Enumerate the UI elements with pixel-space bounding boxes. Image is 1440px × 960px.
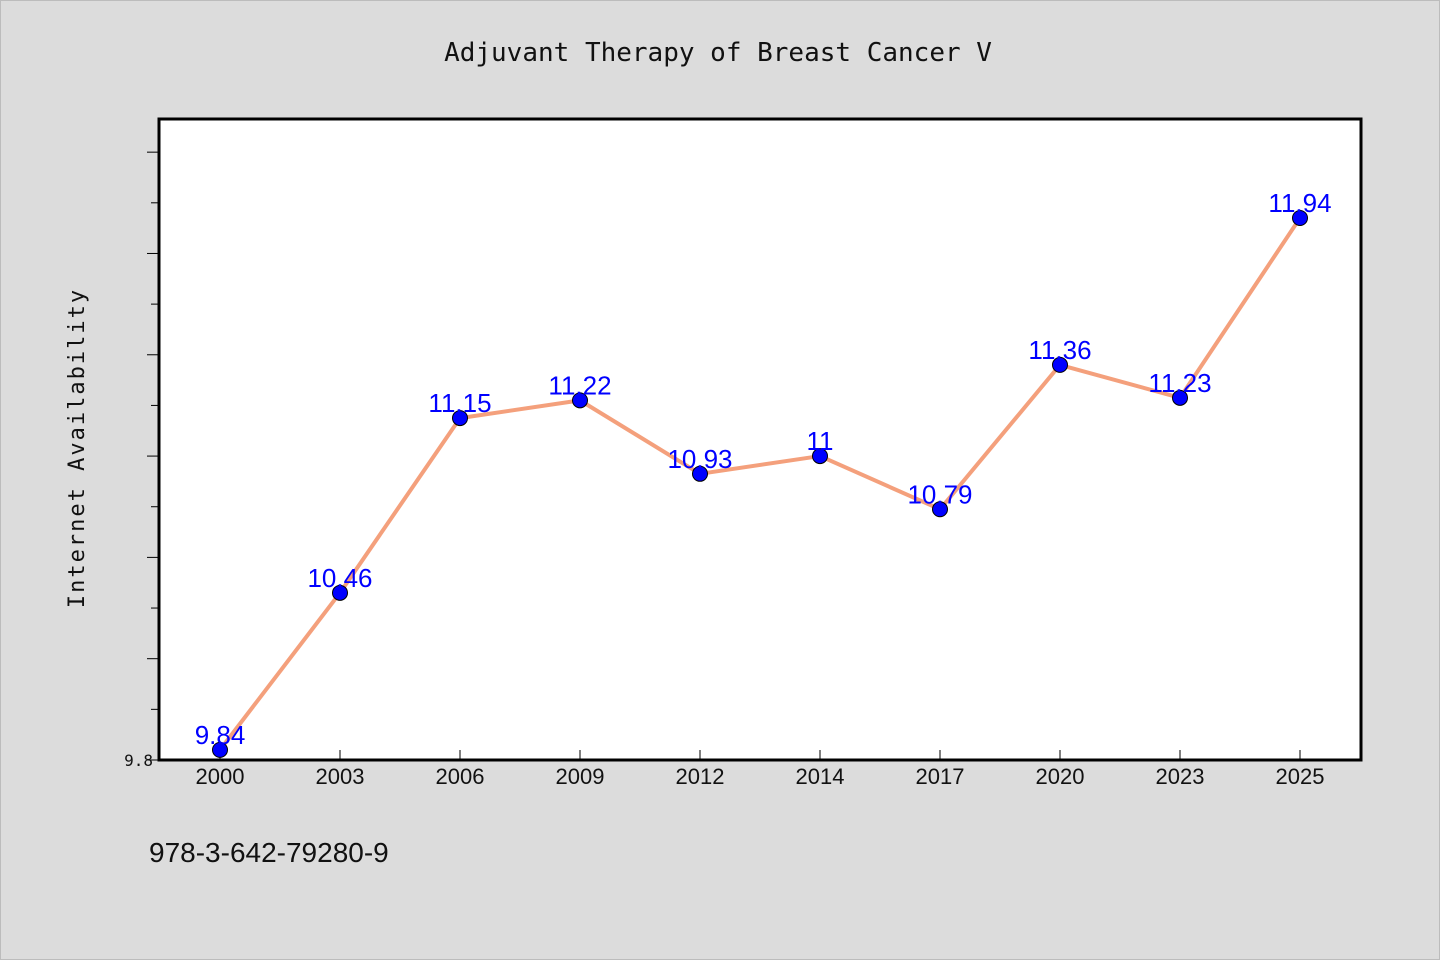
y-axis-label: Internet Availability (65, 288, 90, 608)
series-line-group (218, 216, 1302, 752)
data-point (452, 410, 468, 427)
data-label: 10.46 (307, 563, 372, 593)
x-tick-label: 2017 (916, 764, 965, 789)
x-tick-label: 2003 (316, 764, 365, 789)
data-point (932, 501, 948, 518)
data-label: 10.93 (667, 444, 732, 474)
data-label: 11.36 (1028, 335, 1091, 365)
x-tick-label: 2014 (796, 764, 845, 789)
data-point (332, 584, 348, 601)
data-label: 11.94 (1268, 188, 1331, 218)
data-label: 10.79 (907, 479, 972, 509)
x-tick-label: 2012 (676, 764, 725, 789)
x-tick-label: 2020 (1036, 764, 1085, 789)
x-tick-label: 2000 (196, 764, 245, 789)
series-line (218, 216, 1302, 752)
data-point (692, 465, 708, 482)
series-markers-group (212, 210, 1308, 758)
isbn-footnote: 978-3-642-79280-9 (149, 837, 389, 868)
x-tick-label: 2009 (556, 764, 605, 789)
data-label: 11.22 (548, 370, 611, 400)
x-tick-label: 2025 (1276, 764, 1325, 789)
y-tick-label: 9.8 (124, 751, 153, 770)
data-labels-group: 9.84 10.46 11.15 11.22 10.93 11 10.79 11.36 11.2… (195, 188, 1332, 750)
data-point (1172, 389, 1188, 406)
data-point (812, 448, 828, 465)
data-label: 11.23 (1148, 368, 1211, 398)
data-label: 11.15 (428, 388, 491, 418)
x-axis-ticks: 2000 2003 2006 2009 2012 2014 2017 2020 2023 2025 (196, 750, 1325, 789)
data-point (1292, 210, 1308, 227)
data-label: 11 (807, 426, 834, 456)
data-label: 9.84 (195, 720, 246, 750)
data-point (1052, 356, 1068, 373)
x-tick-label: 2006 (436, 764, 485, 789)
data-point (572, 392, 588, 409)
chart-title: Adjuvant Therapy of Breast Cancer V (444, 38, 992, 68)
x-tick-label: 2023 (1156, 764, 1205, 789)
y-axis-ticks: 9.8 (124, 151, 159, 770)
data-point (212, 741, 228, 758)
plot-area (157, 117, 1363, 762)
